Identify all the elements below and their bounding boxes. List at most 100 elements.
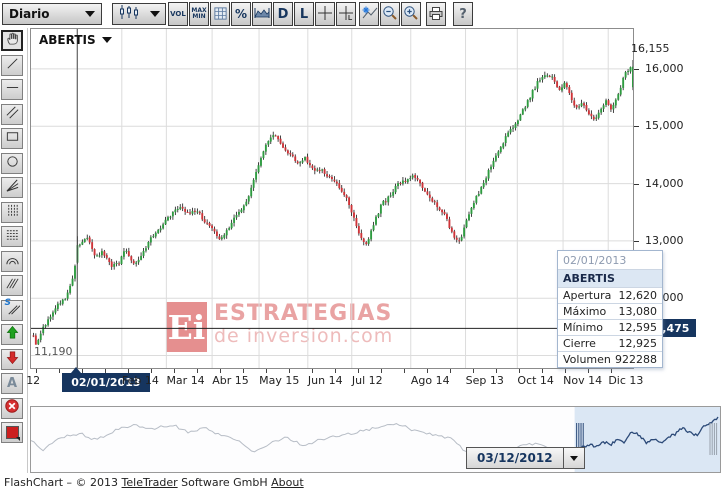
svg-text:L: L: [348, 15, 353, 21]
diagonal-line-icon: [5, 56, 20, 75]
horizontal-line-tool-button[interactable]: [1, 79, 23, 100]
tooltip-row-label: Volumen: [563, 353, 611, 366]
time-axis-label: Abr 15: [212, 374, 249, 387]
zoom-in-button[interactable]: [401, 2, 421, 26]
rectangle-icon: [5, 129, 20, 148]
price-axis-tick: [634, 126, 639, 128]
time-axis-tick: [473, 369, 474, 373]
crosshair-values-button[interactable]: L: [336, 2, 356, 26]
ellipse-tool-button[interactable]: [1, 152, 23, 174]
horizontal-line-icon: [5, 80, 20, 99]
time-axis-tick: [243, 369, 244, 373]
time-axis-label: Nov 14: [563, 374, 603, 387]
navigator-date-dropdown[interactable]: 03/12/2012: [466, 447, 585, 469]
pan-tool-button[interactable]: [1, 30, 23, 51]
low-value-marker: 11,190: [34, 345, 73, 358]
symbol-selector[interactable]: ABERTIS: [39, 33, 112, 47]
time-axis-label: Sep 13: [465, 374, 504, 387]
area-style-button[interactable]: [252, 2, 272, 26]
tooltip-row: Apertura 12,620: [558, 287, 662, 303]
trend-line-tool-button[interactable]: [1, 54, 23, 76]
time-axis-tick: [519, 369, 520, 373]
red-arrow-down-icon: [5, 350, 20, 369]
zoom-out-button[interactable]: [380, 2, 400, 26]
arrow-up-tool-button[interactable]: [1, 324, 23, 345]
text-tool-button[interactable]: A: [1, 373, 23, 394]
add-indicator-button[interactable]: [359, 2, 379, 26]
high-value-marker: 16,155: [631, 42, 670, 56]
time-axis: 02/01/2013 12 Feb 14 Mar 14 Abr 15 May 15 Jun…: [26, 367, 690, 395]
teletrader-link[interactable]: TeleTrader: [121, 476, 178, 489]
time-axis-tick: [588, 369, 589, 373]
time-axis-tick: [450, 369, 451, 373]
drawing-toolbar: S A: [1, 30, 26, 447]
time-axis-tick: [427, 369, 428, 373]
time-axis-tick: [542, 369, 543, 373]
watermark-logo: Ei: [166, 302, 207, 352]
price-axis-label: 13,000: [645, 233, 684, 247]
tooltip-row-label: Mínimo: [563, 321, 604, 334]
dashed-lines-icon: [5, 227, 20, 246]
arrow-down-tool-button[interactable]: [1, 348, 23, 370]
time-axis-label: Dic 13: [608, 374, 644, 387]
time-axis-tick: [197, 369, 198, 373]
speed-lines-tool-button[interactable]: [1, 275, 23, 296]
tooltip-rows: Apertura 12,620 Máximo 13,080 Mínimo 12,595 Ci…: [558, 287, 662, 367]
chart-plot-area[interactable]: Ei ESTRATEGIAS de inversion.com ABERTIS …: [30, 28, 634, 369]
time-axis-tick: [611, 369, 612, 373]
chart-canvas[interactable]: [31, 29, 633, 368]
tooltip-row-value: 12,595: [618, 321, 658, 334]
range-navigator[interactable]: 03/12/2012: [30, 406, 721, 473]
time-axis-tick: [220, 369, 221, 373]
grid-button[interactable]: [210, 2, 230, 26]
line-mode-button[interactable]: L: [294, 2, 314, 26]
nav-right-handle[interactable]: [709, 423, 718, 455]
date-badge-arrow: [71, 367, 82, 373]
percent-button[interactable]: %: [231, 2, 251, 26]
fibonacci-time-zones-tool-button[interactable]: [1, 201, 23, 223]
print-button[interactable]: [426, 2, 446, 26]
navigator-date-arrow-button[interactable]: [562, 448, 584, 468]
time-axis-tick: [151, 369, 152, 373]
navigator-selected-range: [574, 407, 720, 472]
vertical-lines-icon: [5, 203, 20, 222]
chevron-down-icon: [569, 455, 578, 461]
standard-deviation-tool-button[interactable]: S: [1, 298, 23, 321]
parallel-lines-tool-button[interactable]: [1, 103, 23, 125]
price-axis-tick: [634, 240, 639, 242]
crosshair-button[interactable]: [315, 2, 335, 26]
help-button[interactable]: ?: [453, 2, 473, 26]
zoom-in-icon: [403, 5, 419, 23]
swatch-corner-arrow: [16, 437, 20, 441]
volume-button[interactable]: VOL: [168, 2, 188, 26]
delete-tool-button[interactable]: [1, 397, 23, 419]
price-axis-tick: [634, 68, 639, 70]
time-axis-tick: [289, 369, 290, 373]
nav-selected-series: [574, 416, 719, 455]
fibonacci-retracement-tool-button[interactable]: [1, 226, 23, 247]
chart-type-dropdown[interactable]: [112, 3, 166, 25]
tooltip-row-value: 12,925: [618, 337, 658, 350]
period-dropdown[interactable]: Diario: [2, 3, 102, 25]
about-link[interactable]: About: [271, 476, 304, 489]
color-swatch-red: [5, 426, 19, 439]
tooltip-symbol: ABERTIS: [558, 269, 662, 287]
rectangle-tool-button[interactable]: [1, 128, 23, 149]
time-axis-label: 12: [26, 374, 41, 387]
time-axis-tick: [174, 369, 175, 373]
toolbar-button-group-print: [426, 2, 446, 26]
detach-button[interactable]: D: [273, 2, 293, 26]
navigator-date-value: 03/12/2012: [477, 451, 553, 465]
time-axis-label: Jun 14: [307, 374, 343, 387]
time-axis-tick: [105, 369, 106, 373]
time-axis-tick: [335, 369, 336, 373]
navigator-canvas[interactable]: [30, 407, 720, 472]
max-min-button[interactable]: MAX MIN: [189, 2, 209, 26]
speed-lines-icon: [5, 276, 20, 295]
fibonacci-arcs-tool-button[interactable]: [1, 250, 23, 272]
time-axis-label: Oct 14: [517, 374, 554, 387]
symbol-name: ABERTIS: [39, 33, 96, 47]
line-color-button[interactable]: [1, 422, 23, 443]
fan-lines-tool-button[interactable]: [1, 177, 23, 198]
time-axis-tick: [381, 369, 382, 373]
